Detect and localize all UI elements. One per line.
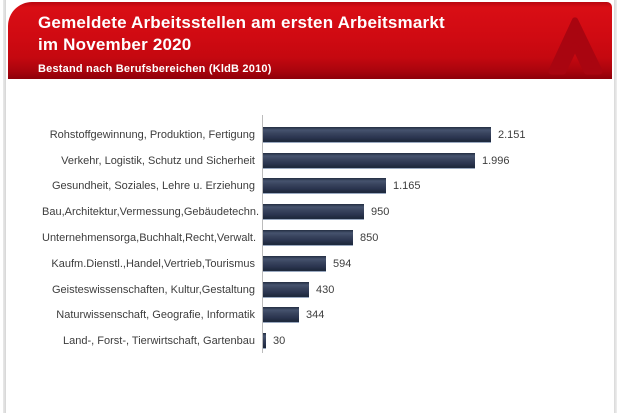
bar <box>263 307 299 324</box>
header-text-block: Gemeldete Arbeitsstellen am ersten Arbei… <box>38 12 445 75</box>
value-label: 344 <box>306 309 325 322</box>
chart-title-line-1: Gemeldete Arbeitsstellen am ersten Arbei… <box>38 13 445 32</box>
category-label: Land-, Forst-, Tierwirtschaft, Gartenbau <box>63 335 255 348</box>
page-left-edge <box>3 0 6 413</box>
value-label: 950 <box>371 206 390 219</box>
bar-area: 2.151 <box>262 126 590 143</box>
bar-area: 594 <box>262 255 590 272</box>
value-label: 850 <box>360 232 379 245</box>
category-label: Rohstoffgewinnung, Produktion, Fertigung <box>49 128 255 141</box>
chart-row: Naturwissenschaft, Geografie, Informatik… <box>42 303 590 329</box>
bar-area: 950 <box>262 204 590 221</box>
bar <box>263 178 386 195</box>
chart-row: Geisteswissenschaften, Kultur,Gestaltung… <box>42 277 590 303</box>
value-label: 30 <box>273 335 286 348</box>
bar <box>263 281 309 298</box>
bar <box>263 230 353 247</box>
category-label: Kaufm.Dienstl.,Handel,Vertrieb,Tourismus <box>51 257 255 270</box>
category-label: Bau,Architektur,Vermessung,Gebäudetechn. <box>42 206 260 219</box>
value-label: 1.996 <box>482 154 510 167</box>
logo-a-shape <box>548 17 603 75</box>
chart-row: Bau,Architektur,Vermessung,Gebäudetechn.… <box>42 199 590 225</box>
header-banner: Gemeldete Arbeitsstellen am ersten Arbei… <box>8 2 612 79</box>
value-label: 594 <box>333 257 352 270</box>
bar <box>263 255 326 272</box>
chart-row: Unternehmensorga,Buchhalt,Recht,Verwalt.… <box>42 225 590 251</box>
bar-area: 344 <box>262 307 590 324</box>
bar <box>263 152 475 169</box>
bar <box>263 204 364 221</box>
value-label: 2.151 <box>498 128 526 141</box>
category-label: Gesundheit, Soziales, Lehre u. Erziehung <box>51 180 255 193</box>
category-label: Unternehmensorga,Buchhalt,Recht,Verwalt. <box>42 232 257 245</box>
bar-area: 30 <box>262 333 590 350</box>
category-label: Geisteswissenschaften, Kultur,Gestaltung <box>52 283 255 296</box>
category-label: Verkehr, Logistik, Schutz und Sicherheit <box>61 154 255 167</box>
chart-row: Rohstoffgewinnung, Produktion, Fertigung… <box>42 122 590 148</box>
value-label: 1.165 <box>393 180 421 193</box>
page-right-edge <box>614 0 617 413</box>
chart-subtitle: Bestand nach Berufsbereichen (KldB 2010) <box>38 63 272 75</box>
chart-row: Gesundheit, Soziales, Lehre u. Erziehung… <box>42 174 590 200</box>
chart-title-line-2: im November 2020 <box>38 35 192 54</box>
bar-area: 850 <box>262 230 590 247</box>
bar <box>263 333 266 350</box>
chart-rows: Rohstoffgewinnung, Produktion, Fertigung… <box>42 122 590 354</box>
chart-row: Land-, Forst-, Tierwirtschaft, Gartenbau… <box>42 328 590 354</box>
bar-area: 430 <box>262 281 590 298</box>
vertical-axis-line <box>262 115 263 353</box>
bar-area: 1.165 <box>262 178 590 195</box>
value-label: 430 <box>316 283 335 296</box>
bundesagentur-fuer-arbeit-logo-icon <box>548 17 603 75</box>
chart-row: Verkehr, Logistik, Schutz und Sicherheit… <box>42 148 590 174</box>
category-label: Naturwissenschaft, Geografie, Informatik <box>56 309 255 322</box>
bar-area: 1.996 <box>262 152 590 169</box>
bar <box>263 126 491 143</box>
chart-row: Kaufm.Dienstl.,Handel,Vertrieb,Tourismus… <box>42 251 590 277</box>
